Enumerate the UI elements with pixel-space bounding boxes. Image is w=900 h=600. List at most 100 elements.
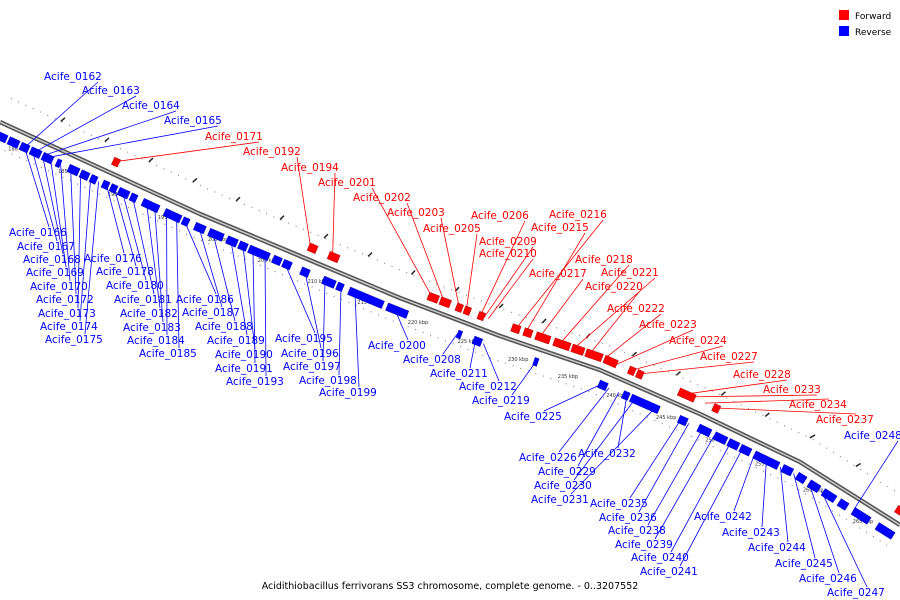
- gene-feature: [532, 357, 540, 367]
- gene-feature: [326, 251, 341, 264]
- gene-feature: [54, 158, 63, 169]
- kbp-tick-label: 210 kbp: [308, 279, 328, 285]
- gene-label: Acife_0167: [17, 241, 75, 253]
- gene-feature: [335, 281, 345, 293]
- gene-feature: [88, 174, 99, 185]
- gene-label: Acife_0174: [40, 321, 98, 333]
- kbp-tick-label: 230 kbp: [508, 357, 528, 363]
- legend-reverse-swatch: [839, 26, 849, 36]
- gene-feature: [192, 221, 207, 235]
- gene-label: Acife_0209: [479, 236, 537, 248]
- kbp-tick-label: 245 kbp: [656, 415, 676, 421]
- gene-feature: [794, 471, 808, 485]
- gene-feature: [247, 244, 271, 262]
- gene-label: Acife_0180: [106, 280, 164, 292]
- gene-feature: [850, 507, 872, 525]
- gene-label: Acife_0247: [827, 587, 885, 599]
- kbp-tick-label: 180 kbp: [8, 146, 28, 152]
- gene-label: Acife_0243: [722, 527, 780, 539]
- gene-label: Acife_0244: [748, 542, 806, 554]
- gene-feature: [385, 302, 410, 319]
- gene-feature: [820, 488, 838, 504]
- gene-labels: Acife_0162 Acife_0163 Acife_0164 Acife_0165…: [9, 71, 900, 599]
- gene-feature: [438, 296, 452, 309]
- legend: Forward Reverse: [839, 10, 892, 38]
- gene-label: Acife_0192: [243, 146, 301, 158]
- gene-feature: [726, 438, 741, 451]
- gene-feature: [306, 242, 319, 254]
- gene-feature: [207, 227, 225, 242]
- map-caption: Acidithiobacillus ferrivorans SS3 chromo…: [262, 581, 639, 592]
- gene-label: Acife_0197: [283, 361, 341, 373]
- gene-label: Acife_0237: [816, 414, 874, 426]
- gene-label: Acife_0238: [608, 525, 666, 537]
- gene-label: Acife_0218: [575, 254, 633, 266]
- gene-feature: [100, 179, 111, 191]
- gene-label: Acife_0234: [789, 399, 847, 411]
- gene-feature: [510, 323, 522, 335]
- gene-feature: [237, 240, 249, 252]
- gene-feature: [454, 302, 464, 313]
- gene-feature: [522, 327, 534, 339]
- gene-label: Acife_0240: [631, 552, 689, 564]
- gene-label: Acife_0224: [669, 335, 727, 347]
- gene-label: Acife_0217: [529, 268, 587, 280]
- gene-label: Acife_0210: [479, 248, 537, 260]
- gene-label: Acife_0222: [607, 303, 665, 315]
- gene-label: Acife_0242: [694, 511, 752, 523]
- gene-label: Acife_0164: [122, 100, 180, 112]
- legend-forward-label: Forward: [855, 12, 891, 22]
- gene-label: Acife_0176: [84, 253, 142, 265]
- gene-label: Acife_0198: [299, 375, 357, 387]
- kbp-tick-label: 235 kbp: [558, 374, 578, 380]
- gene-label: Acife_0233: [763, 384, 821, 396]
- gene-feature: [28, 146, 43, 159]
- gene-feature: [299, 266, 311, 278]
- gene-label: Acife_0170: [30, 281, 88, 293]
- gene-label: Acife_0169: [26, 267, 84, 279]
- gene-label: Acife_0189: [207, 335, 265, 347]
- gene-feature: [162, 208, 183, 224]
- gene-feature: [455, 329, 464, 340]
- gene-label: Acife_0187: [182, 307, 240, 319]
- kbp-tick-label: 220 kbp: [408, 320, 428, 326]
- gene-label: Acife_0221: [601, 267, 659, 279]
- gene-label: Acife_0188: [195, 321, 253, 333]
- gene-label: Acife_0193: [226, 376, 284, 388]
- gene-feature: [321, 275, 337, 289]
- gene-feature: [6, 136, 21, 149]
- gene-label: Acife_0190: [215, 349, 273, 361]
- gene-label: Acife_0183: [123, 322, 181, 334]
- gene-label: Acife_0212: [459, 381, 517, 393]
- label-leader-lines: [24, 81, 899, 588]
- gene-label: Acife_0211: [430, 368, 488, 380]
- gene-label: Acife_0220: [585, 281, 643, 293]
- gene-label: Acife_0196: [281, 348, 339, 360]
- gene-feature: [894, 504, 900, 516]
- gene-label: Acife_0166: [9, 227, 67, 239]
- gene-label: Acife_0225: [504, 411, 562, 423]
- gene-label: Acife_0229: [538, 466, 596, 478]
- gene-label: Acife_0172: [36, 294, 94, 306]
- gene-feature: [634, 369, 645, 380]
- gene-label: Acife_0230: [534, 480, 592, 492]
- gene-feature: [78, 169, 91, 181]
- gene-feature: [552, 337, 572, 352]
- gene-feature: [602, 354, 619, 369]
- gene-label: Acife_0186: [176, 294, 234, 306]
- gene-label: Acife_0236: [599, 512, 657, 524]
- gene-feature: [426, 291, 440, 304]
- gene-label: Acife_0216: [549, 209, 607, 221]
- gene-label: Acife_0184: [127, 335, 185, 347]
- gene-label: Acife_0194: [281, 162, 339, 174]
- gene-feature: [806, 479, 822, 494]
- gene-label: Acife_0246: [799, 573, 857, 585]
- gene-label: Acife_0235: [590, 498, 648, 510]
- gene-label: Acife_0232: [578, 448, 636, 460]
- gene-label: Acife_0219: [472, 395, 530, 407]
- gene-feature: [836, 498, 850, 511]
- gene-label: Acife_0171: [205, 131, 263, 143]
- gene-feature: [711, 403, 722, 414]
- gene-label: Acife_0248: [844, 430, 900, 442]
